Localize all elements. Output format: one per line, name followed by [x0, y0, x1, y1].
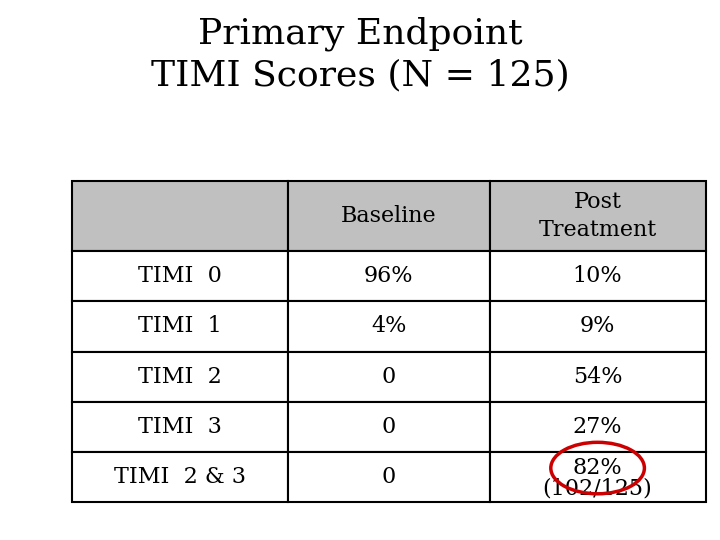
- Bar: [72, 251, 288, 301]
- Text: 96%: 96%: [364, 265, 413, 287]
- Bar: [490, 452, 706, 502]
- Text: 54%: 54%: [573, 366, 622, 388]
- Text: 4%: 4%: [371, 315, 407, 338]
- Bar: [72, 301, 288, 352]
- Text: Primary Endpoint
TIMI Scores (N = 125): Primary Endpoint TIMI Scores (N = 125): [150, 16, 570, 93]
- Bar: [288, 352, 490, 402]
- Text: 9%: 9%: [580, 315, 616, 338]
- Bar: [72, 352, 288, 402]
- Bar: [288, 402, 490, 452]
- Bar: [288, 251, 490, 301]
- Text: 27%: 27%: [573, 416, 622, 438]
- Bar: [72, 402, 288, 452]
- Bar: [490, 352, 706, 402]
- Bar: [490, 301, 706, 352]
- Text: TIMI  2: TIMI 2: [138, 366, 222, 388]
- Bar: [288, 181, 490, 251]
- Bar: [288, 301, 490, 352]
- Bar: [72, 452, 288, 502]
- Text: 0: 0: [382, 416, 396, 438]
- Text: 0: 0: [382, 366, 396, 388]
- Bar: [490, 181, 706, 251]
- Text: TIMI  2 & 3: TIMI 2 & 3: [114, 466, 246, 488]
- Bar: [490, 402, 706, 452]
- Text: TIMI  1: TIMI 1: [138, 315, 222, 338]
- Bar: [72, 181, 288, 251]
- Text: (102/125): (102/125): [543, 477, 652, 499]
- Text: 0: 0: [382, 466, 396, 488]
- Text: Baseline: Baseline: [341, 205, 436, 227]
- Bar: [288, 452, 490, 502]
- Text: 10%: 10%: [573, 265, 622, 287]
- Text: Post
Treatment: Post Treatment: [539, 192, 657, 240]
- Text: TIMI  0: TIMI 0: [138, 265, 222, 287]
- Text: TIMI  3: TIMI 3: [138, 416, 222, 438]
- Bar: [490, 251, 706, 301]
- Text: 82%: 82%: [573, 457, 622, 479]
